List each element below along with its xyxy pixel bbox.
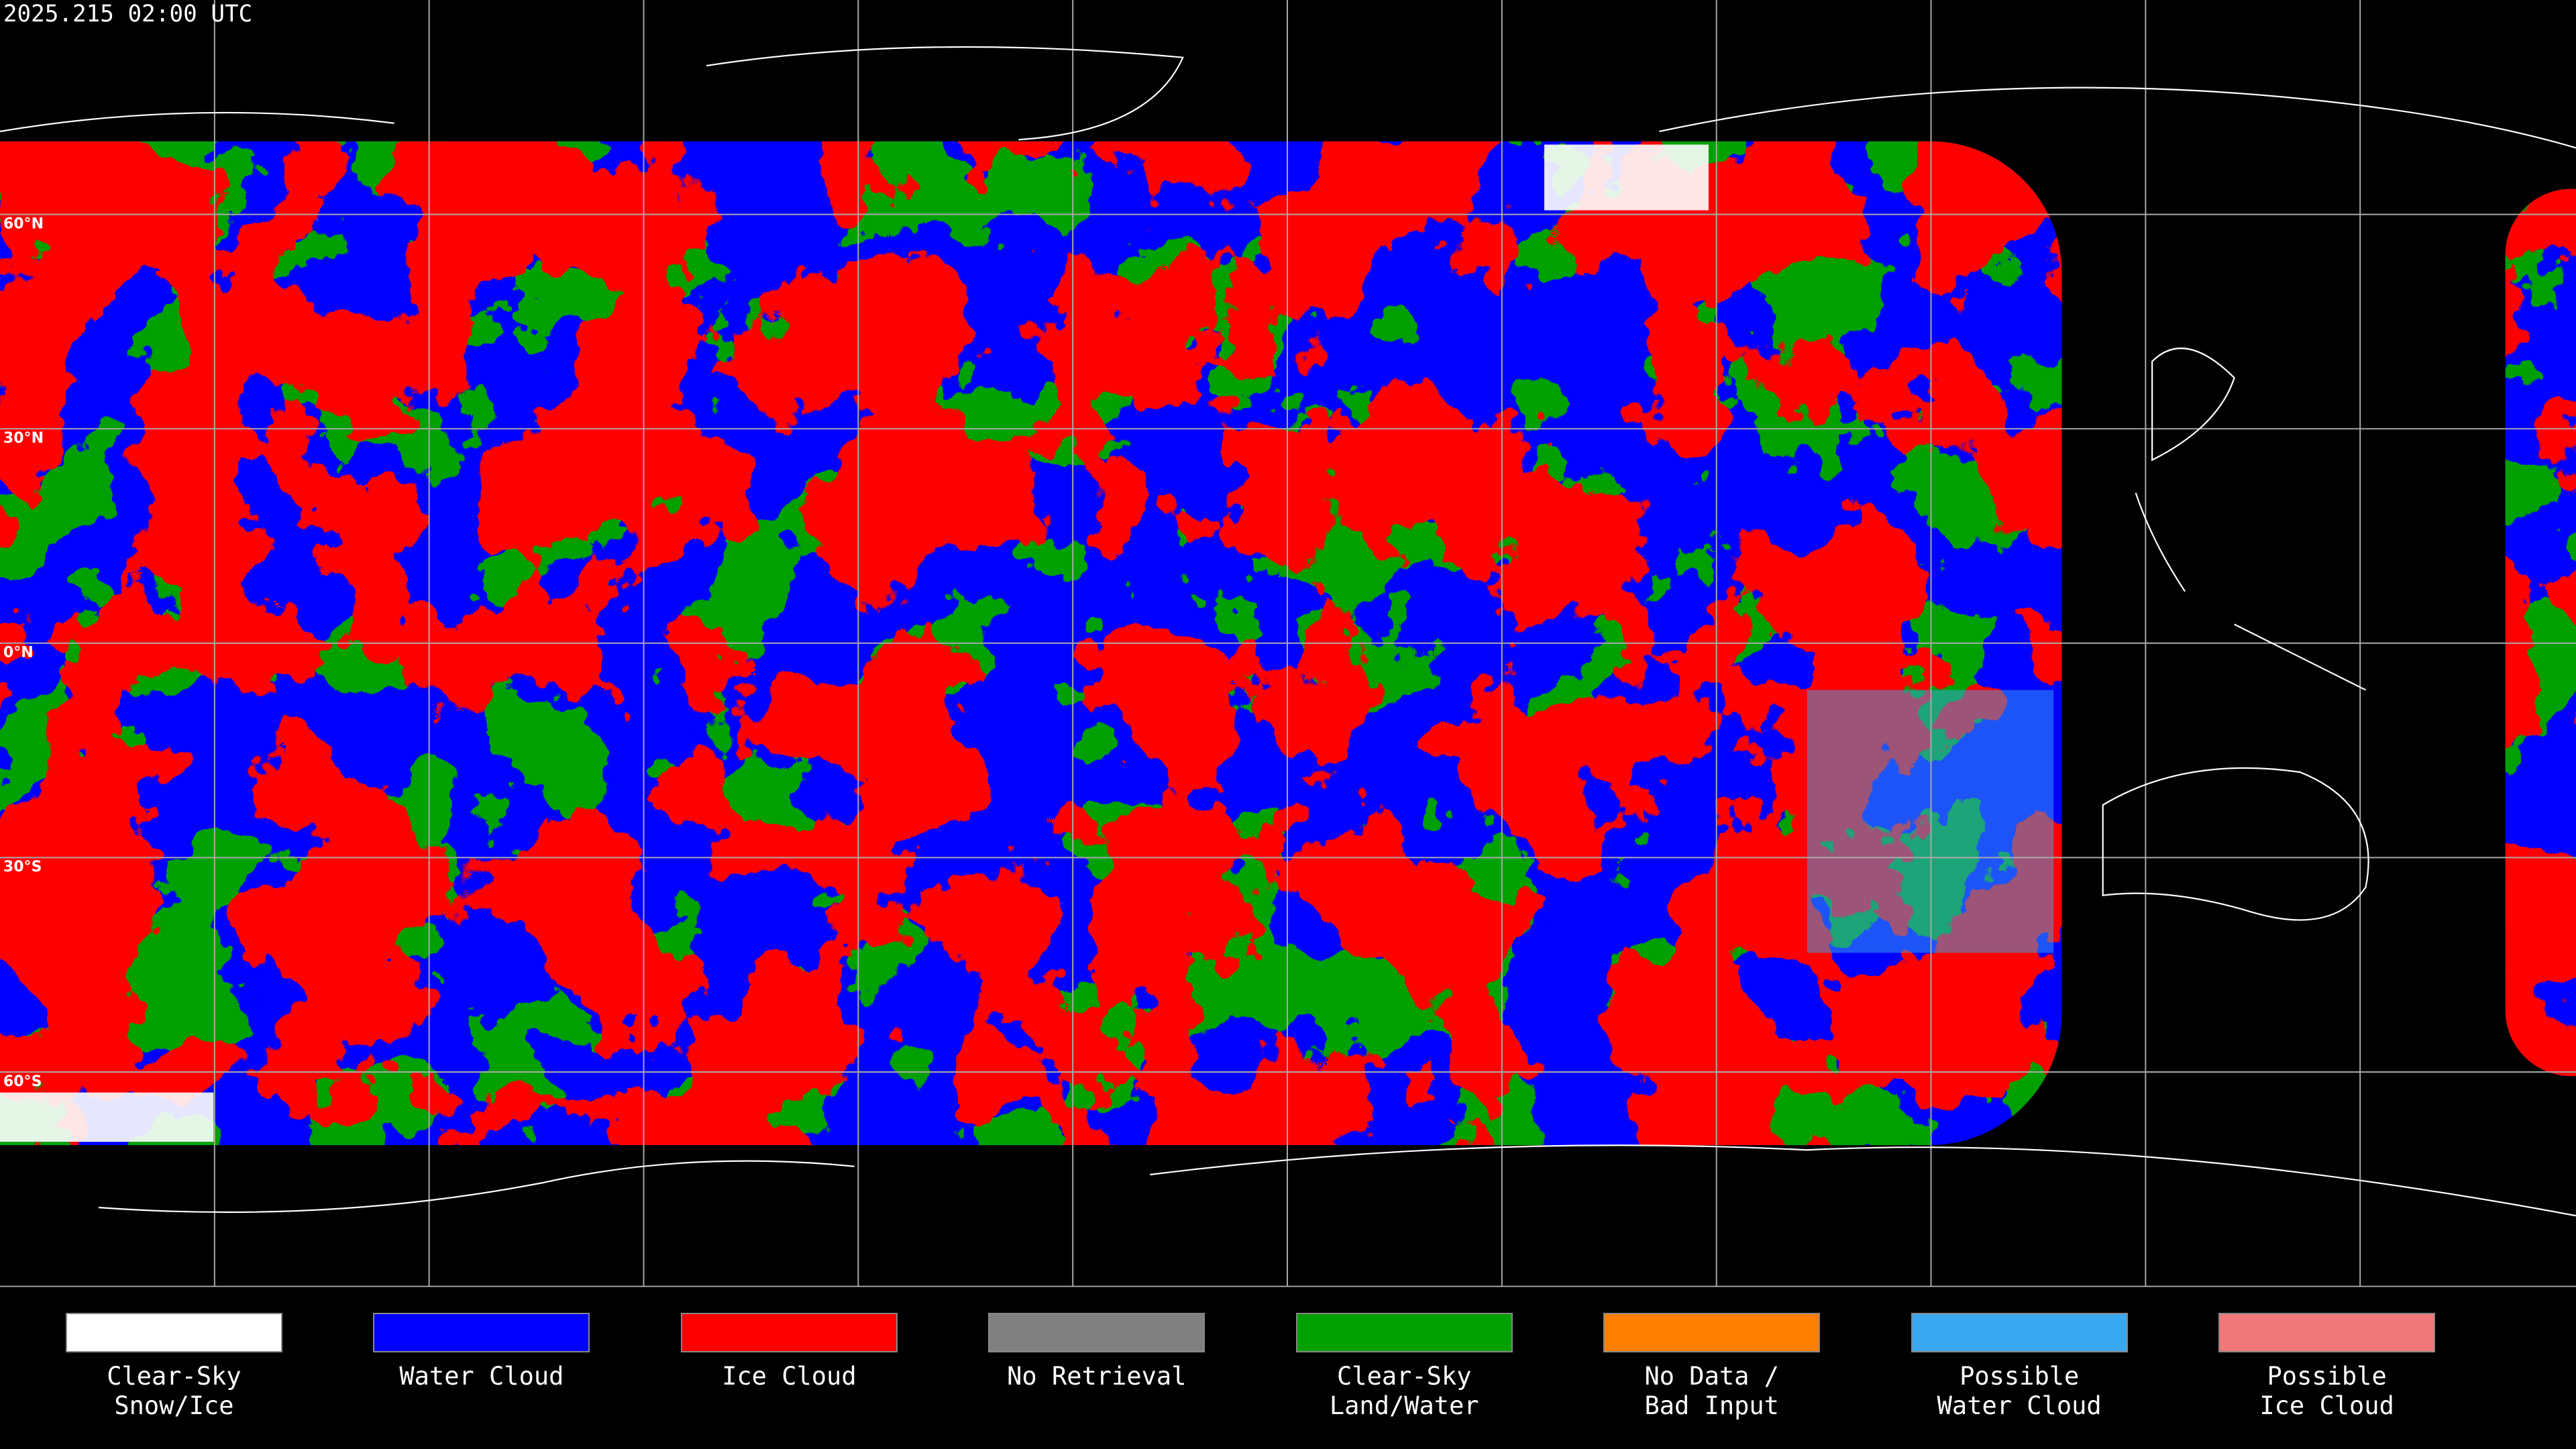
legend-swatch <box>373 1313 590 1352</box>
latitude-label: 30°S <box>3 859 42 875</box>
latitude-label: 0°N <box>3 645 34 661</box>
latitude-labels: 60°N 30°N 0°N 30°S 60°S <box>3 215 44 1089</box>
coastlines <box>0 46 2576 1217</box>
legend-label: Possible Ice Cloud <box>2259 1362 2394 1420</box>
latitude-label: 60°N <box>3 215 44 232</box>
latitude-label: 60°S <box>3 1073 42 1090</box>
legend-label: Possible Water Cloud <box>1937 1362 2102 1420</box>
legend-label: Ice Cloud <box>722 1362 857 1391</box>
legend-label: No Retrieval <box>1007 1362 1187 1391</box>
legend-swatch <box>2218 1313 2436 1352</box>
legend-swatch <box>1603 1313 1821 1352</box>
legend-label: Water Cloud <box>399 1362 564 1391</box>
graticule <box>0 0 2576 1287</box>
latitude-label: 30°N <box>3 430 44 447</box>
legend-label: Clear-Sky Land/Water <box>1329 1362 1479 1420</box>
legend-label: No Data / Bad Input <box>1644 1362 1779 1420</box>
timestamp: 2025.215 02:00 UTC <box>3 1 252 28</box>
legend-swatch <box>680 1313 898 1352</box>
legend-label: Clear-Sky Snow/Ice <box>107 1362 241 1420</box>
legend-swatch <box>65 1313 282 1352</box>
cloud-phase-imagery <box>0 141 2576 1145</box>
legend-swatch <box>988 1313 1205 1352</box>
legend-swatch <box>1911 1313 2128 1352</box>
legend-swatch <box>1295 1313 1513 1352</box>
